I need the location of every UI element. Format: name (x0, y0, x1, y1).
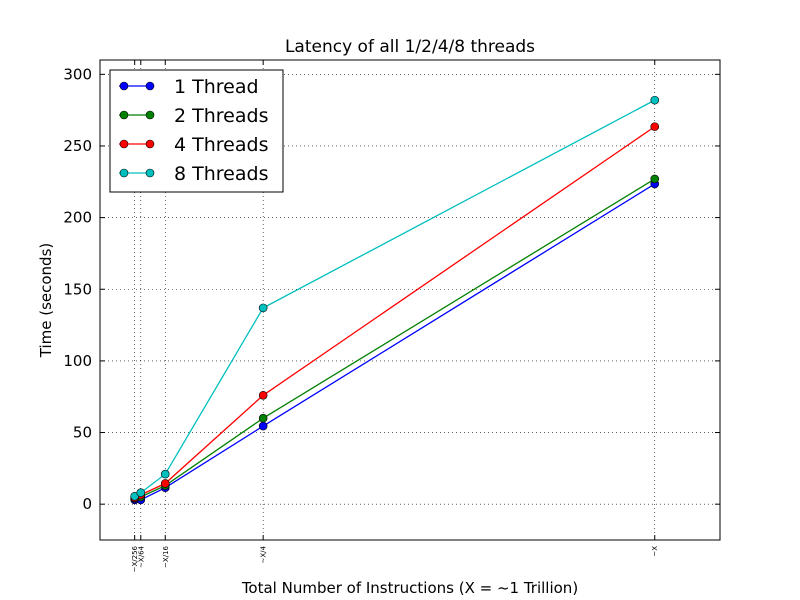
legend-label: 4 Threads (174, 134, 268, 156)
x-tick-label: ~X (651, 546, 659, 557)
legend: 1 Thread 2 Threads 4 Threads 8 Threads (109, 69, 284, 193)
legend-marker (119, 110, 129, 120)
data-point (650, 174, 660, 184)
y-tick-label: 100 (63, 352, 92, 370)
chart-title: Latency of all 1/2/4/8 threads (285, 37, 535, 57)
legend-marker (119, 81, 129, 91)
series-group (130, 95, 660, 505)
y-axis-label: Time (seconds) (37, 243, 55, 359)
legend-marker (145, 168, 155, 178)
data-point (258, 413, 268, 423)
y-tick-label: 300 (63, 65, 92, 83)
data-point (258, 390, 268, 400)
data-point (258, 421, 268, 431)
legend-marker (119, 168, 129, 178)
legend-marker (145, 81, 155, 91)
axis-ticks: 0 50 100 150 200 250 300 ~X/256~X/64 ~X/16 ~X/4 ~X (63, 60, 720, 572)
plot-frame (99, 59, 721, 541)
legend-label: 8 Threads (174, 163, 268, 185)
legend-label: 2 Threads (174, 105, 268, 127)
x-axis-label: Total Number of Instructions (X = ~1 Tri… (241, 579, 578, 597)
legend-marker (145, 139, 155, 149)
legend-label: 1 Thread (174, 76, 259, 98)
data-point (160, 479, 170, 488)
data-point (650, 95, 660, 105)
x-tick-label: ~X/256 (131, 545, 139, 572)
data-point (136, 488, 146, 498)
y-tick-label: 0 (82, 495, 92, 513)
data-point (258, 303, 268, 313)
x-tick-label: ~X/16 (162, 545, 170, 567)
data-point (160, 469, 170, 479)
y-tick-label: 50 (73, 424, 92, 442)
data-point (650, 122, 660, 131)
y-tick-label: 250 (63, 137, 92, 155)
legend-marker (145, 110, 155, 120)
y-tick-label: 200 (63, 209, 92, 227)
legend-marker (119, 139, 129, 149)
x-tick-label: ~X/64 (137, 545, 145, 567)
legend-box (109, 69, 284, 193)
series-4 (130, 95, 660, 501)
x-tick-label: ~X/4 (260, 545, 268, 563)
y-tick-label: 150 (63, 280, 92, 298)
